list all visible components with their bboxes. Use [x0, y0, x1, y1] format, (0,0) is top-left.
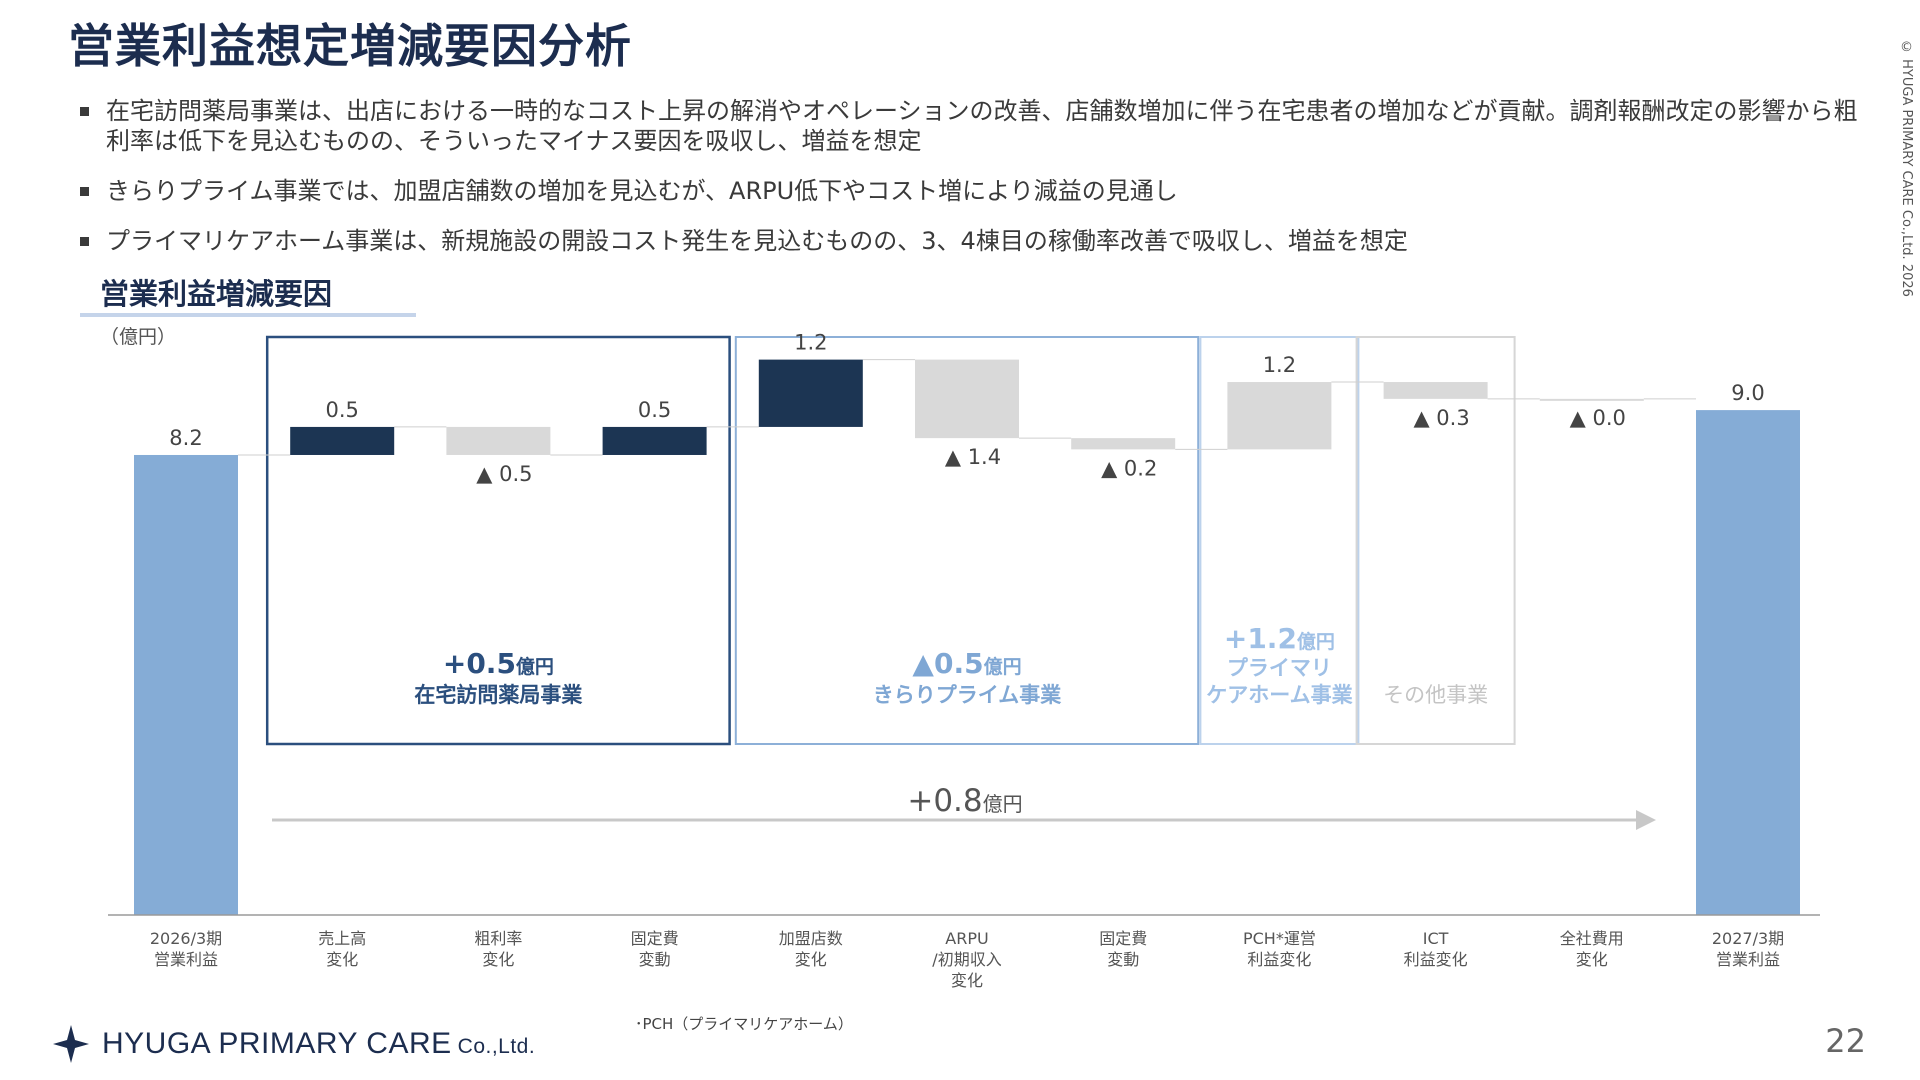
- bullet-kirari-prime: きらりプライム事業では、加盟店舗数の増加を見込むが、ARPU低下やコスト増により…: [78, 176, 1868, 206]
- bar-6: [1071, 438, 1176, 450]
- category-label-3-1: 変動: [639, 950, 671, 969]
- bullet-home-pharmacy: 在宅訪問薬局事業は、出店における一時的なコスト上昇の解消やオペレーションの改善、…: [78, 96, 1868, 156]
- value-label-8: ▲ 0.3: [1413, 406, 1469, 430]
- category-label-8-0: ICT: [1423, 929, 1449, 948]
- segment-amount-0: +0.5億円: [443, 647, 554, 680]
- bar-5: [915, 359, 1019, 439]
- segment-name-2-1: ケアホーム事業: [1206, 683, 1353, 707]
- segment-box-2: [1199, 336, 1360, 745]
- bar-10: [1696, 410, 1800, 915]
- bar-7: [1227, 382, 1332, 450]
- category-label-0-0: 2026/3期: [150, 929, 222, 948]
- category-label-7-0: PCH*運営: [1243, 929, 1316, 948]
- logo-text: HYUGA PRIMARY CARE Co.,Ltd.: [102, 1027, 536, 1060]
- value-label-2: ▲ 0.5: [476, 462, 532, 486]
- segment-box-1: [734, 336, 1200, 745]
- section-title-underline: [80, 313, 416, 317]
- bar-4: [758, 359, 863, 427]
- page-title: 営業利益想定増減要因分析: [68, 19, 632, 73]
- category-label-5-2: 変化: [951, 971, 983, 990]
- segment-amount-1: ▲0.5億円: [912, 647, 1021, 680]
- summary-bullet-list: 在宅訪問薬局事業は、出店における一時的なコスト上昇の解消やオペレーションの改善、…: [78, 96, 1868, 276]
- category-label-2-0: 粗利率: [474, 929, 522, 948]
- category-label-3-0: 固定費: [631, 929, 679, 948]
- segment-name-2-0: プライマリ: [1227, 656, 1332, 680]
- copyright-notice: © HYUGA PRIMARY CARE Co.,Ltd. 2026: [1899, 40, 1914, 297]
- value-label-7: 1.2: [1263, 353, 1296, 377]
- category-label-7-1: 利益変化: [1247, 950, 1311, 969]
- segment-name-0-0: 在宅訪問薬局事業: [414, 683, 583, 707]
- value-label-5: ▲ 1.4: [945, 445, 1001, 469]
- arrow-head-icon: [1636, 810, 1656, 830]
- category-label-6-0: 固定費: [1099, 929, 1147, 948]
- category-label-9-0: 全社費用: [1560, 929, 1624, 948]
- value-label-9: ▲ 0.0: [1570, 406, 1626, 430]
- segment-box-0: [265, 335, 731, 746]
- segment-name-1-0: きらりプライム事業: [873, 683, 1063, 707]
- value-label-4: 1.2: [794, 331, 827, 355]
- value-label-1: 0.5: [325, 398, 358, 422]
- category-label-10-0: 2027/3期: [1712, 929, 1784, 948]
- unit-label: （億円）: [100, 326, 177, 348]
- chart-section-title: 営業利益増減要因: [100, 277, 333, 311]
- value-label-3: 0.5: [638, 398, 671, 422]
- bar-3: [602, 426, 707, 455]
- category-label-8-1: 利益変化: [1404, 950, 1468, 969]
- category-label-0-1: 営業利益: [154, 950, 218, 969]
- value-label-6: ▲ 0.2: [1101, 456, 1157, 480]
- category-label-5-1: /初期収入: [932, 950, 1001, 969]
- segment-name-3-0: その他事業: [1383, 683, 1488, 707]
- star-logo-icon: [53, 1025, 89, 1063]
- category-label-10-1: 営業利益: [1716, 950, 1780, 969]
- category-label-4-1: 変化: [795, 950, 827, 969]
- category-label-1-0: 売上高: [318, 929, 366, 948]
- value-label-0: 8.2: [169, 426, 202, 450]
- footnote: ･PCH（プライマリケアホーム）: [635, 1015, 853, 1033]
- category-label-9-1: 変化: [1576, 950, 1608, 969]
- bar-0: [134, 454, 238, 915]
- bar-1: [290, 426, 395, 455]
- category-label-6-1: 変動: [1107, 950, 1139, 969]
- page-number: 22: [1825, 1022, 1866, 1060]
- category-label-5-0: ARPU: [945, 929, 988, 948]
- segment-amount-2: +1.2億円: [1224, 622, 1335, 655]
- category-label-4-0: 加盟店数: [779, 929, 843, 948]
- bullet-primary-care-home: プライマリケアホーム事業は、新規施設の開設コスト発生を見込むものの、3、4棟目の…: [78, 226, 1868, 256]
- category-label-2-1: 変化: [482, 950, 514, 969]
- segment-box-3: [1355, 336, 1516, 745]
- value-label-10: 9.0: [1731, 381, 1764, 405]
- category-label-1-1: 変化: [326, 950, 358, 969]
- company-logo: HYUGA PRIMARY CARE Co.,Ltd.: [52, 1024, 535, 1064]
- total-change-label: +0.8億円: [907, 783, 1022, 819]
- bar-8: [1383, 382, 1488, 399]
- bar-2: [446, 426, 551, 455]
- bar-9: [1539, 398, 1644, 401]
